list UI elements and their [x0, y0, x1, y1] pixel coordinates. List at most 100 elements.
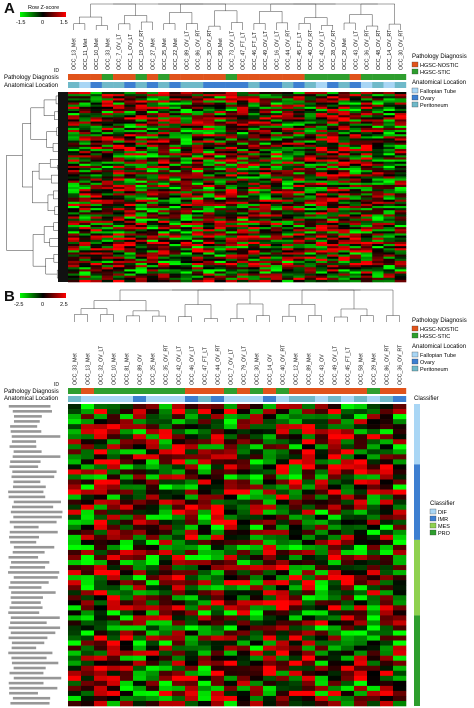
heatmap-b-cell: [159, 555, 173, 561]
heatmap-b-cell: [315, 620, 329, 626]
heatmap-a-cell: [124, 246, 136, 249]
heatmap-a-cell: [248, 134, 260, 137]
heatmap-a-cell: [225, 94, 238, 97]
heatmap-a-cell: [315, 203, 328, 207]
heatmap-a-cell: [146, 157, 159, 160]
heatmap-a-cell: [338, 168, 350, 171]
heatmap-b-cell: [107, 685, 121, 692]
heatmap-a-cell: [383, 235, 396, 238]
heatmap-a-cell: [203, 206, 215, 209]
heatmap-a-cell: [237, 248, 249, 251]
heatmap-b-cell: [81, 555, 95, 561]
heatmap-a-cell: [338, 155, 350, 158]
heatmap-a-cell: [169, 108, 181, 112]
heatmap-b-cell: [159, 444, 173, 450]
heatmap-b-cell: [224, 494, 238, 500]
heatmap-b-cell: [328, 424, 342, 430]
heatmap-a-cell: [394, 235, 407, 238]
heatmap-a-cell: [90, 193, 103, 196]
heatmap-b-cell: [146, 414, 160, 420]
heatmap-a-cell: [327, 180, 339, 184]
heatmap-b-cell: [81, 509, 95, 516]
heatmap-a-cell: [203, 231, 215, 234]
heatmap-b-cell: [276, 489, 290, 495]
heatmap-a-cell: [225, 123, 238, 127]
heatmap-a-cell: [394, 92, 407, 95]
heatmap-b-cell: [263, 439, 277, 445]
heatmap-b-cell: [354, 469, 368, 475]
heatmap-a-cell: [214, 203, 227, 207]
legend-a-location-title: Anatomical Location: [412, 80, 466, 86]
track-b-location-cell: [146, 396, 160, 402]
heatmap-a-cell: [180, 108, 193, 112]
heatmap-a-cell: [146, 208, 159, 211]
heatmap-b-cell: [172, 655, 186, 661]
gene-label-mark: [8, 405, 51, 408]
heatmap-b-cell: [328, 509, 342, 516]
heatmap-b-cell: [172, 650, 186, 656]
heatmap-b-cell: [198, 444, 212, 450]
heatmap-b-cell: [250, 469, 264, 475]
heatmap-b-cell: [393, 459, 407, 465]
heatmap-a-cell: [158, 210, 170, 213]
heatmap-a-cell: [135, 260, 148, 264]
heatmap-a-cell: [146, 212, 159, 215]
heatmap-a-cell: [372, 212, 384, 215]
track-a-pathology-cell: [135, 74, 148, 80]
heatmap-b-cell: [211, 464, 225, 470]
heatmap-a-cell: [237, 239, 249, 243]
heatmap-a-cell: [259, 227, 272, 230]
heatmap-a-cell: [124, 239, 136, 243]
heatmap-a-cell: [293, 195, 305, 198]
heatmap-a-cell: [315, 157, 328, 160]
heatmap-b-cell: [354, 590, 368, 596]
heatmap-b-cell: [68, 524, 82, 531]
heatmap-a-cell: [68, 227, 80, 230]
heatmap-a-cell: [293, 273, 305, 276]
heatmap-a-cell: [282, 277, 294, 281]
heatmap-b-cell: [289, 509, 303, 516]
heatmap-b-cell: [237, 419, 251, 425]
heatmap-b-cell: [107, 509, 121, 516]
legend-b-ovary-label: Ovary: [420, 360, 435, 366]
heatmap-a-cell: [248, 203, 260, 207]
heatmap-a-cell: [79, 235, 91, 238]
heatmap-a-cell: [214, 225, 227, 228]
heatmap-b-cell: [133, 650, 147, 656]
track-a-location-cell: [248, 82, 260, 88]
heatmap-a-cell: [214, 218, 227, 222]
heatmap-a-cell: [124, 149, 136, 152]
heatmap-a-cell: [360, 127, 373, 131]
heatmap-a-cell: [214, 244, 227, 247]
heatmap-a-cell: [203, 271, 215, 274]
heatmap-b-cell: [328, 635, 342, 641]
heatmap-a-cell: [124, 260, 136, 264]
heatmap-a-cell: [191, 111, 204, 114]
heatmap-b-cell: [341, 660, 355, 667]
heatmap-b-cell: [250, 670, 264, 677]
track-b-pathology-cell: [172, 388, 186, 394]
heatmap-b-cell: [354, 444, 368, 450]
heatmap-b-cell: [224, 539, 238, 546]
gene-label-mark: [12, 505, 54, 509]
heatmap-b-cell: [146, 580, 160, 586]
heatmap-a-cell: [180, 208, 193, 211]
heatmap-a-cell: [237, 104, 249, 108]
heatmap-a-cell: [203, 163, 215, 167]
heatmap-b-cell: [107, 434, 121, 440]
heatmap-b-cell: [341, 690, 355, 697]
heatmap-b-cell: [302, 509, 316, 516]
heatmap-a-cell: [101, 229, 114, 232]
heatmap-b-cell: [315, 595, 329, 601]
heatmap-a-cell: [146, 168, 159, 171]
heatmap-b-cell: [198, 404, 212, 410]
heatmap-b-cell: [185, 670, 199, 677]
heatmap-b-cell: [341, 685, 355, 692]
heatmap-a-cell: [237, 157, 249, 160]
heatmap-a-cell: [293, 193, 305, 196]
heatmap-a-cell: [293, 210, 305, 213]
heatmap-a-cell: [158, 117, 170, 120]
legend-b-dif-swatch: [429, 508, 437, 515]
heatmap-b-cell: [120, 620, 134, 626]
heatmap-b-cell: [393, 660, 407, 667]
